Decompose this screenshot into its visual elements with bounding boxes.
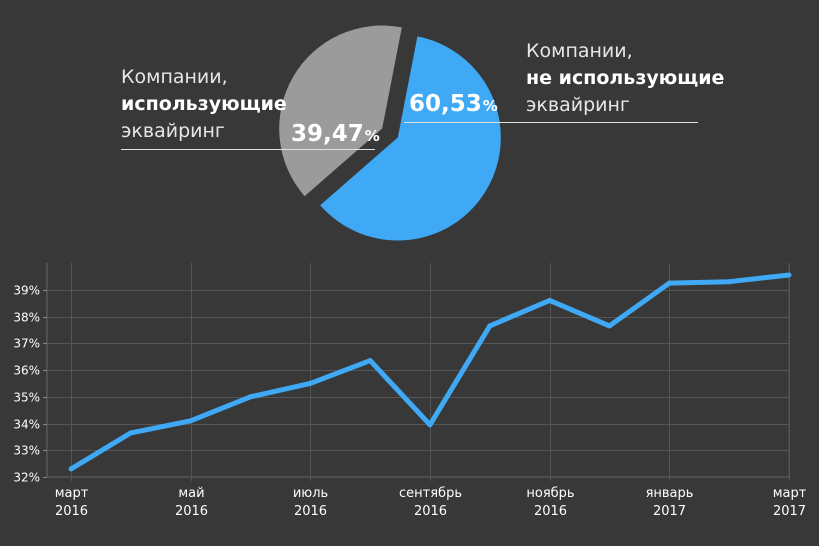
- pie-slice-value-label: 60,53%: [409, 91, 498, 117]
- pie-slice: [279, 25, 402, 197]
- pie-label-using-line1: Компании,: [121, 66, 228, 88]
- data-point: [128, 430, 134, 436]
- x-tick-label-year: 2017: [773, 504, 806, 519]
- data-point: [367, 358, 373, 364]
- pie-label-using: Компании, использующие эквайринг: [121, 64, 287, 145]
- y-tick-label: 35%: [13, 391, 40, 405]
- y-tick-label: 37%: [13, 337, 40, 351]
- pie-label-not-using-line2: не использующие: [526, 67, 725, 89]
- x-tick-label-month: январь: [646, 486, 694, 501]
- x-tick-label-year: 2016: [414, 504, 447, 519]
- x-tick-label-month: май: [178, 486, 204, 501]
- data-point: [487, 323, 493, 329]
- data-point: [786, 272, 792, 278]
- line-chart: 32% 33% 34% 35% 36% 37% 38% 39% март 2016 май 2016 и…: [13, 263, 807, 519]
- x-tick-label-month: июль: [293, 486, 328, 501]
- x-tick-label-year: 2016: [294, 504, 327, 519]
- x-tick-label-month: сентябрь: [399, 486, 462, 501]
- data-point: [188, 418, 194, 424]
- x-tick-label-year: 2017: [653, 504, 686, 519]
- y-tick-label: 38%: [13, 311, 40, 325]
- x-tick-label-month: ноябрь: [526, 486, 574, 501]
- y-tick-label: 34%: [13, 418, 40, 432]
- y-tick-label: 39%: [13, 284, 40, 298]
- y-tick-label: 36%: [13, 364, 40, 378]
- data-point: [666, 280, 672, 286]
- data-point: [68, 466, 74, 472]
- pie-chart: 39,47% 60,53%: [121, 25, 698, 241]
- x-tick-label-year: 2016: [534, 504, 567, 519]
- pie-slice: [320, 36, 501, 241]
- data-point: [248, 394, 253, 400]
- data-point: [607, 323, 612, 329]
- data-point: [307, 380, 313, 386]
- pie-label-not-using-line1: Компании,: [526, 40, 633, 62]
- x-tick-label-year: 2016: [175, 504, 208, 519]
- pie-label-not-using-line3: эквайринг: [526, 94, 630, 116]
- data-point: [427, 422, 433, 428]
- pie-slice-value-label: 39,47%: [291, 121, 380, 147]
- pie-label-using-line2: использующие: [121, 93, 287, 115]
- data-point: [547, 297, 553, 303]
- pie-label-using-line3: эквайринг: [121, 120, 225, 142]
- x-tick-label-year: 2016: [55, 504, 88, 519]
- y-tick-label: 33%: [13, 444, 40, 458]
- data-point: [726, 279, 732, 285]
- pie-label-not-using: Компании, не использующие эквайринг: [526, 38, 724, 119]
- x-tick-label-month: март: [55, 486, 89, 501]
- y-tick-label: 32%: [13, 471, 40, 485]
- x-tick-label-month: март: [773, 486, 807, 501]
